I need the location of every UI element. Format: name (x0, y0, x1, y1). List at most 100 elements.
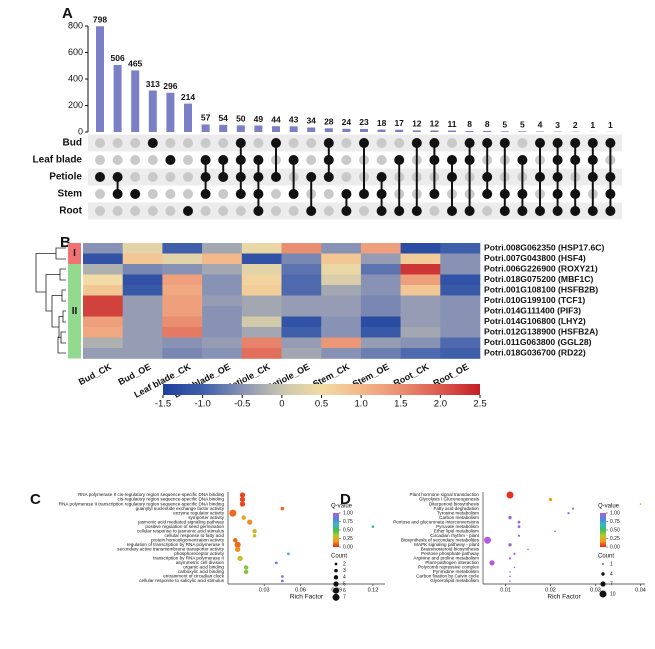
category-label: entrainment of circadian clock (163, 574, 224, 579)
bar-value-label: 1 (608, 120, 613, 130)
empty-dot (235, 206, 246, 216)
member-dot (200, 155, 211, 165)
empty-dot (165, 206, 176, 216)
empty-dot (359, 206, 369, 216)
heat-cell (321, 264, 362, 275)
dendrogram (35, 247, 66, 354)
x-tick-label: 0.04 (635, 587, 646, 593)
dot (513, 566, 516, 569)
colorbar (600, 513, 606, 547)
bar (219, 124, 228, 132)
x-axis-label: Rich Factor (547, 594, 581, 601)
bar-value-label: 296 (163, 81, 177, 91)
member-dot (587, 155, 598, 165)
heat-cell (440, 253, 481, 265)
category-label: Carbon metabolism (439, 515, 479, 520)
size-legend-label: 10 (610, 591, 616, 597)
heat-cell (400, 274, 441, 286)
heat-cell (281, 274, 322, 286)
dot (509, 575, 511, 578)
empty-dot (288, 138, 299, 148)
heat-cell (281, 243, 322, 254)
category-label: cellular response to jasmonic acid stimu… (137, 528, 225, 533)
heat-cell (440, 337, 481, 349)
heat-cell (440, 285, 481, 296)
member-dot (218, 155, 229, 165)
member-dot (552, 172, 563, 182)
empty-dot (183, 189, 193, 199)
empty-dot (323, 189, 334, 199)
heat-cell (281, 264, 322, 275)
bar-value-label: 44 (271, 114, 281, 124)
heat-cell (360, 253, 401, 265)
category-label: Arginine and proline metabolism (413, 556, 479, 561)
heat-cell (400, 264, 441, 275)
member-dot (552, 155, 563, 165)
empty-dot (95, 138, 105, 148)
size-legend-dot (334, 562, 338, 566)
category-label: Pentose phosphate pathway (421, 551, 480, 556)
heat-cell (400, 316, 441, 328)
dot (509, 580, 511, 582)
heat-cell (122, 337, 163, 349)
colorbar-tick-label: -1.0 (194, 399, 210, 410)
empty-dot (306, 138, 317, 148)
bar (395, 129, 404, 132)
bar-value-label: 43 (289, 115, 299, 125)
colorbar-tick-label: 0.00 (343, 544, 353, 550)
panel-label: C (30, 491, 41, 508)
heat-cell (83, 306, 123, 317)
bar-value-label: 2 (573, 120, 578, 130)
bar-value-label: 8 (467, 119, 472, 129)
dot (252, 533, 257, 538)
bar-value-label: 4 (538, 120, 543, 130)
dot (280, 575, 284, 578)
empty-dot (130, 172, 141, 182)
set-label: Root (59, 206, 82, 217)
x-tick-label: 0.12 (368, 587, 379, 593)
empty-dot (218, 138, 229, 148)
size-legend-dot (601, 572, 605, 576)
heat-cell (440, 316, 481, 328)
heat-cell (162, 253, 203, 265)
heat-cell (360, 285, 401, 296)
member-dot (235, 172, 246, 182)
bar-value-label: 5 (520, 120, 525, 130)
member-dot (605, 172, 616, 182)
bar (236, 125, 245, 132)
row-label: Potri.011G063800 (GGL28) (484, 337, 592, 347)
y-tick-label: 600 (68, 47, 83, 57)
heat-cell (202, 316, 243, 328)
colorbar-tick-label: -1.5 (155, 399, 171, 410)
empty-dot (95, 206, 105, 216)
member-dot (464, 155, 475, 165)
member-dot (517, 189, 528, 199)
colorbar-tick-label: 2.5 (473, 399, 486, 410)
bar-value-label: 465 (128, 59, 142, 69)
colorbar-tick-label: 0.25 (343, 536, 353, 542)
heat-cell (281, 316, 322, 328)
heat-cell (360, 274, 401, 286)
empty-dot (218, 206, 229, 216)
empty-dot (95, 155, 105, 165)
heat-cell (440, 264, 481, 275)
category-label: asymmetric cell division (176, 560, 225, 565)
heat-cell (241, 306, 282, 317)
heat-cell (241, 253, 282, 265)
member-dot (323, 138, 334, 148)
member-dot (535, 138, 545, 148)
heat-cell (400, 253, 441, 265)
heat-cell (122, 348, 163, 359)
member-dot (95, 172, 105, 182)
bar-value-label: 506 (111, 53, 125, 63)
empty-dot (165, 189, 176, 199)
colorbar-tick-label: -0.5 (234, 399, 250, 410)
size-legend-dot (333, 575, 339, 580)
colorbar-tick-label: 0.75 (343, 519, 353, 525)
category-label: positive regulation of seed germination (145, 524, 224, 529)
heat-cell (281, 337, 322, 349)
empty-dot (447, 138, 457, 148)
dot (489, 560, 495, 566)
dot (229, 509, 237, 517)
